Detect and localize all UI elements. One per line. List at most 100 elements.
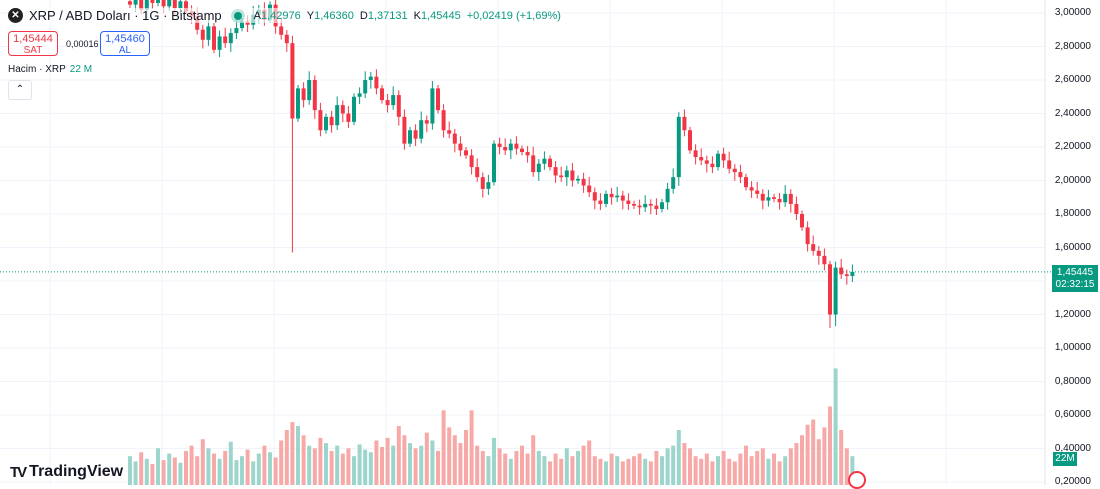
volume-bar	[475, 445, 480, 485]
candle-body	[548, 158, 552, 168]
candle-body	[822, 255, 827, 265]
candle-body	[632, 203, 636, 206]
volume-bar	[531, 435, 536, 485]
candle-body	[184, 1, 188, 12]
candle-body	[570, 170, 575, 181]
volume-bar	[256, 453, 261, 485]
volume-bar	[760, 448, 765, 485]
volume-tag: 22M	[1053, 452, 1077, 466]
candle-body	[587, 185, 592, 193]
volume-bar	[492, 437, 496, 485]
chevron-up-icon[interactable]: ⌃	[8, 80, 32, 100]
volume-bar	[262, 445, 267, 485]
candle-body	[307, 80, 312, 101]
candle-body	[368, 76, 373, 80]
volume-bar	[144, 458, 149, 485]
volume-bar	[385, 437, 390, 485]
volume-bar	[704, 453, 709, 485]
candle-body	[340, 105, 345, 114]
volume-bar	[419, 445, 424, 485]
volume-bar	[542, 456, 547, 485]
candle-body	[301, 88, 306, 101]
candle-body	[688, 130, 692, 151]
buy-button[interactable]: 1,45460 AL	[100, 31, 150, 56]
candle-body	[475, 167, 480, 178]
volume-bar	[643, 458, 648, 485]
volume-bar	[329, 450, 334, 485]
volume-bar	[850, 456, 855, 485]
candle-body	[223, 36, 228, 44]
candle-body	[144, 0, 149, 10]
candle-body	[413, 130, 418, 139]
candle-body	[363, 80, 368, 94]
candle-body	[318, 110, 323, 131]
volume-bar	[676, 429, 681, 485]
volume-bar	[598, 458, 603, 485]
volume-bar	[139, 452, 144, 485]
change-value: +0,02419 (+1,69%)	[466, 9, 561, 22]
spread-value: 0,00016	[66, 39, 99, 49]
candle-body	[626, 200, 631, 204]
volume-bar	[346, 448, 351, 485]
volume-bar	[738, 453, 743, 485]
volume-bar	[592, 456, 597, 485]
symbol-title[interactable]: XRP / ABD Doları · 1G · Bitstamp	[29, 8, 222, 23]
candle-body	[615, 195, 620, 198]
candle-body	[693, 150, 698, 158]
ohlc-values: A1,42976 Y1,46360 D1,37131 K1,45445 +0,0…	[253, 9, 561, 22]
volume-bar	[128, 456, 132, 485]
candle-body	[206, 26, 211, 40]
volume-bar	[654, 450, 659, 485]
candle-body	[609, 193, 614, 198]
candle-body	[436, 88, 440, 111]
volume-bar	[497, 448, 502, 485]
candle-body	[744, 177, 748, 188]
volume-bar	[822, 427, 827, 485]
price-axis-label: 0,20000	[1054, 476, 1091, 487]
volume-bar	[312, 448, 317, 485]
volume-legend[interactable]: Hacim · XRP 22 M	[8, 64, 93, 75]
candle-body	[217, 36, 222, 50]
price-axis-label: 0,40000	[1054, 442, 1091, 454]
volume-bar	[391, 445, 396, 485]
candle-body	[844, 274, 849, 276]
volume-bar	[536, 450, 541, 485]
candle-body	[828, 264, 832, 315]
candle-body	[732, 168, 737, 173]
volume-bar	[480, 450, 485, 485]
candle-body	[766, 197, 771, 201]
candle-body	[777, 198, 782, 203]
price-axis-label: 1,00000	[1054, 342, 1091, 353]
volume-bar	[710, 461, 715, 485]
sell-button[interactable]: 1,45444 SAT	[8, 31, 58, 56]
candle-body	[508, 143, 513, 151]
volume-bar	[402, 435, 407, 485]
candle-body	[492, 143, 496, 183]
candle-body	[514, 143, 519, 149]
candle-body	[648, 203, 653, 206]
volume-bar	[240, 456, 244, 485]
tradingview-logo[interactable]: TV TradingView	[10, 463, 124, 481]
candle-body	[167, 0, 172, 7]
us-flag-event-icon[interactable]	[848, 471, 866, 489]
candle-body	[139, 0, 144, 10]
volume-bar	[828, 406, 832, 485]
volume-bar	[200, 439, 205, 485]
volume-bar	[133, 461, 138, 485]
candle-body	[839, 267, 844, 275]
candle-body	[150, 0, 155, 3]
volume-bar	[609, 453, 614, 485]
price-axis-label: 2,80000	[1054, 40, 1091, 52]
candle-body	[290, 43, 295, 119]
volume-bar	[290, 422, 295, 485]
candle-body	[564, 170, 569, 178]
candle-body	[755, 190, 760, 194]
candle-body	[458, 143, 463, 151]
candle-body	[676, 116, 681, 178]
volume-bar	[195, 456, 200, 485]
candle-body	[419, 120, 424, 139]
volume-bar	[620, 461, 625, 485]
volume-bar	[156, 448, 160, 485]
candle-body	[671, 177, 676, 189]
